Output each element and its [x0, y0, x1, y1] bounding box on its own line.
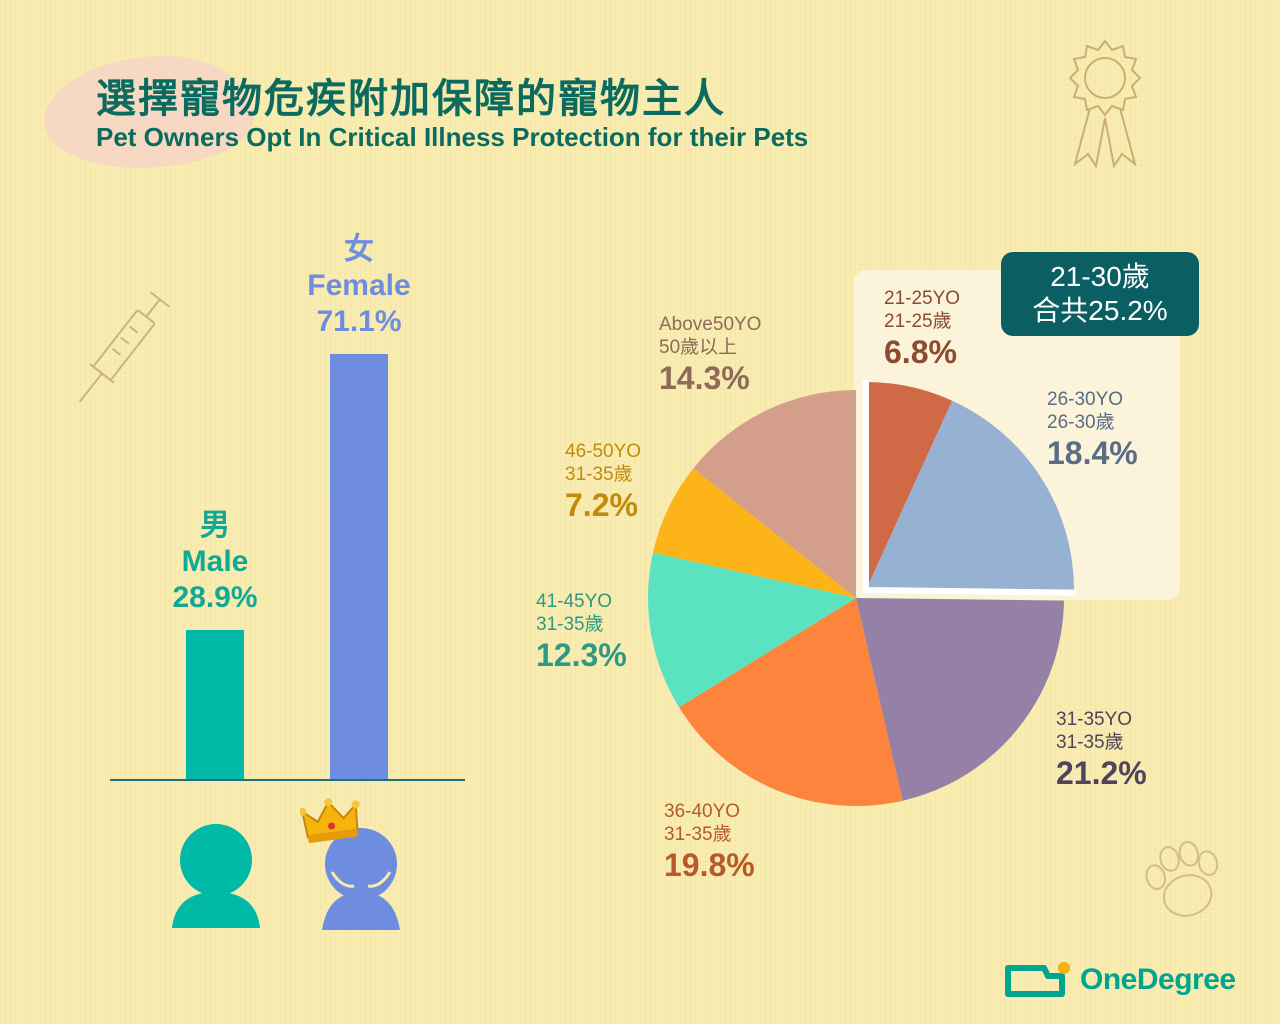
pie-label-en: 21-25YO — [884, 288, 961, 309]
bar-male — [186, 630, 244, 780]
pie-label-value: 14.3% — [659, 360, 750, 396]
brand-name: OneDegree — [1080, 963, 1236, 996]
syringe-icon — [78, 291, 170, 403]
pie-label-value: 6.8% — [884, 334, 957, 370]
bar-label-en: Female — [307, 269, 411, 302]
bar-label-en: Male — [181, 545, 249, 578]
pie-label-value: 7.2% — [565, 487, 638, 523]
pie-label-en: 36-40YO — [664, 801, 741, 822]
pie-label-en: 41-45YO — [536, 591, 613, 612]
pie-label-21-25: 21-25YO 21-25歲 6.8% — [884, 287, 960, 371]
pie-label-en: 31-35YO — [1056, 709, 1133, 730]
pie-label-31-35: 31-35YO 31-35歲 21.2% — [1056, 708, 1147, 792]
pie-slice-36-40yo — [678, 598, 903, 806]
pie-label-above-50: Above50YO 50歲以上 14.3% — [659, 313, 761, 397]
pie-label-zh: 31-35歲 — [664, 824, 732, 845]
paw-print-icon — [1145, 840, 1219, 917]
crown-icon — [300, 798, 360, 844]
page-title-zh: 選擇寵物危疾附加保障的寵物主人 — [96, 76, 726, 122]
female-person-icon — [322, 828, 400, 930]
callout-line-1: 21-30歲 — [1050, 261, 1150, 292]
pie-label-en: 26-30YO — [1047, 389, 1124, 410]
pie-label-zh: 31-35歲 — [1056, 732, 1124, 753]
bar-chart-baseline — [110, 779, 465, 781]
pie-label-value: 12.3% — [536, 637, 627, 673]
brand-logo[interactable]: OneDegree — [1004, 960, 1236, 1000]
bar-female — [330, 354, 388, 780]
pie-label-26-30: 26-30YO 26-30歲 18.4% — [1047, 388, 1138, 472]
bar-label-zh: 女 — [344, 233, 374, 266]
bar-label-zh: 男 — [200, 509, 230, 542]
bar-label-female: 女 Female 71.1% — [259, 232, 459, 340]
pie-label-zh: 31-35歲 — [536, 614, 604, 635]
pie-slice-46-50yo — [653, 468, 856, 598]
bar-label-value: 28.9% — [172, 581, 258, 614]
bar-label-value: 71.1% — [316, 305, 402, 338]
bar-label-male: 男 Male 28.9% — [115, 508, 315, 616]
age-21-30-callout: 21-30歲 合共25.2% — [1001, 252, 1199, 336]
pie-slice-31-35yo — [856, 598, 1064, 801]
pie-slice-41-45yo — [648, 552, 856, 708]
onedegree-logo-icon — [1005, 962, 1070, 997]
ribbon-medal-icon — [1068, 39, 1142, 169]
pie-slice-21-25yo — [866, 382, 953, 590]
pie-label-46-50: 46-50YO 31-35歲 7.2% — [565, 440, 641, 524]
male-person-icon — [172, 824, 260, 928]
pie-label-41-45: 41-45YO 31-35歲 12.3% — [536, 590, 627, 674]
pie-label-en: 46-50YO — [565, 441, 642, 462]
page-title-en: Pet Owners Opt In Critical Illness Prote… — [96, 122, 809, 152]
pie-slice-above50yo — [693, 390, 856, 598]
pie-label-36-40: 36-40YO 31-35歲 19.8% — [664, 800, 755, 884]
title-decor-blob — [44, 56, 254, 168]
pie-label-zh: 21-25歲 — [884, 311, 952, 332]
callout-line-2: 合共25.2% — [1032, 295, 1168, 326]
pie-label-zh: 50歲以上 — [659, 337, 738, 358]
pie-label-value: 18.4% — [1047, 435, 1138, 471]
pie-label-value: 19.8% — [664, 847, 755, 883]
pie-group-separator — [863, 380, 1077, 596]
pie-label-value: 21.2% — [1056, 755, 1147, 791]
pie-label-zh: 31-35歲 — [565, 464, 633, 485]
pie-slice-26-30yo — [866, 400, 1074, 593]
pie-label-zh: 26-30歲 — [1047, 412, 1115, 433]
pie-label-en: Above50YO — [659, 314, 762, 335]
